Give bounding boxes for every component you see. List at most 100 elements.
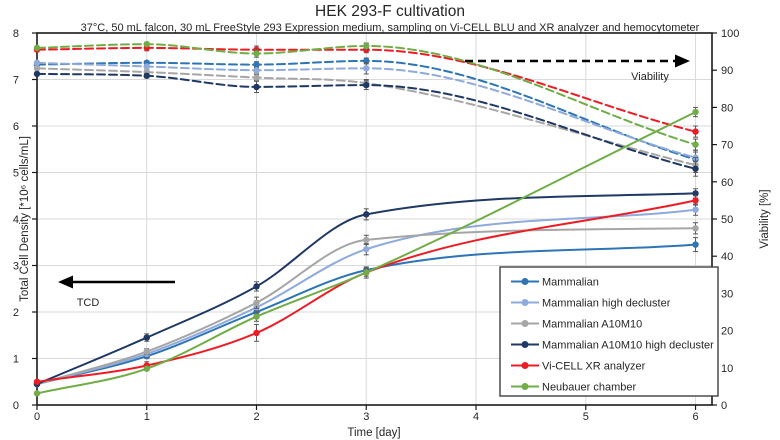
y-right-tick-label: 70 [721, 140, 733, 152]
legend-label-neubauer-chamber: Neubauer chamber [542, 382, 637, 394]
y-right-tick-label: 90 [721, 65, 733, 77]
y-left-tick-label: 6 [13, 121, 19, 133]
y-right-tick-label: 40 [721, 251, 733, 263]
x-axis-label: Time [day] [347, 427, 400, 439]
viability-marker-neubauer-chamber [253, 50, 260, 57]
y-right-tick-label: 10 [721, 363, 733, 375]
x-tick-label: 4 [473, 411, 479, 423]
legend-marker-mammalian-a10m10 [521, 320, 529, 327]
tcd-line-neubauer-chamber [36, 111, 697, 395]
y-right-tick-label: 50 [721, 214, 733, 226]
y-left-tick-label: 5 [13, 168, 19, 180]
x-tick-label: 1 [144, 411, 150, 423]
tcd-marker-neubauer-chamber [253, 313, 260, 320]
legend-label-mammalian-a10m10-high-decluster: Mammalian A10M10 high decluster [542, 340, 714, 352]
legend-label-vi-cell-xr-analyzer: Vi-CELL XR analyzer [542, 361, 646, 373]
legend-marker-neubauer-chamber [521, 383, 529, 390]
y-right-tick-label: 0 [721, 400, 727, 412]
y-right-tick-label: 80 [721, 102, 733, 114]
viability-line-mammalian-a10m10-high-decluster [36, 72, 697, 170]
tcd-marker-mammalian-a10m10-high-decluster [143, 334, 150, 341]
y-left-tick-label: 2 [13, 307, 19, 319]
tcd-line-mammalian-a10m10 [36, 227, 697, 386]
viability-marker-neubauer-chamber [363, 42, 370, 50]
y-left-tick-label: 4 [13, 214, 19, 226]
viability-marker-mammalian-a10m10-high-decluster [363, 81, 370, 89]
y-right-tick-label: 100 [721, 28, 739, 40]
y-left-tick-label: 7 [13, 75, 19, 87]
viability-marker-neubauer-chamber [692, 141, 699, 148]
viability-line-mammalian-high-decluster [36, 61, 697, 159]
x-tick-label: 5 [583, 411, 589, 423]
tcd-marker-vi-cell-xr-analyzer [33, 378, 41, 385]
viability-annotation-label: Viability [631, 71, 669, 83]
tcd-marker-mammalian [692, 241, 699, 248]
viability-line-mammalian [36, 59, 697, 161]
y-right-tick-label: 30 [721, 288, 733, 300]
tcd-arrow-head [58, 275, 73, 289]
x-tick-label: 6 [692, 411, 698, 423]
tcd-marker-vi-cell-xr-analyzer [692, 197, 699, 204]
legend-marker-mammalian-a10m10-high-decluster [521, 341, 529, 348]
plot-area: 0 1 2 3 4 5 60123456780102030405060708090100TC… [13, 28, 739, 423]
tcd-marker-vi-cell-xr-analyzer [253, 329, 260, 337]
tcd-marker-neubauer-chamber [363, 269, 370, 276]
viability-marker-mammalian-high-decluster [143, 63, 150, 70]
x-tick-label: 2 [253, 411, 259, 423]
viability-line-mammalian-a10m10 [36, 67, 697, 167]
viability-marker-mammalian-a10m10 [253, 74, 260, 81]
tcd-marker-mammalian-high-decluster [363, 246, 370, 253]
tcd-line-vi-cell-xr-analyzer [36, 199, 697, 383]
tcd-annotation-label: TCD [77, 297, 100, 309]
tcd-line-mammalian [36, 243, 697, 386]
legend-marker-mammalian [521, 278, 529, 285]
y-left-tick-label: 3 [13, 261, 19, 273]
tcd-marker-neubauer-chamber [33, 390, 41, 397]
tcd-marker-mammalian-a10m10 [363, 236, 370, 244]
tcd-marker-mammalian-high-decluster [692, 206, 699, 213]
legend-label-mammalian-high-decluster: Mammalian high decluster [542, 298, 671, 310]
legend-box [499, 266, 719, 397]
tcd-line-mammalian-a10m10-high-decluster [36, 192, 697, 386]
viability-marker-mammalian-high-decluster [363, 65, 370, 72]
viability-line-vi-cell-xr-analyzer [36, 46, 697, 133]
viability-marker-mammalian-a10m10-high-decluster [692, 165, 699, 172]
tcd-marker-mammalian-a10m10-high-decluster [253, 283, 260, 290]
viability-marker-mammalian-a10m10-high-decluster [143, 72, 150, 79]
viability-marker-mammalian-a10m10-high-decluster [33, 70, 41, 78]
viability-marker-mammalian-high-decluster [33, 59, 41, 66]
legend-label-mammalian-a10m10: Mammalian A10M10 [542, 319, 642, 331]
legend-marker-vi-cell-xr-analyzer [521, 362, 529, 369]
viability-marker-mammalian-a10m10 [33, 65, 41, 72]
y-left-tick-label: 1 [13, 354, 19, 366]
tcd-line-mammalian-high-decluster [36, 208, 697, 386]
tcd-marker-mammalian-a10m10-high-decluster [692, 190, 699, 197]
y-right-tick-label: 20 [721, 326, 733, 338]
viability-marker-vi-cell-xr-analyzer [692, 128, 699, 135]
x-tick-label: 0 [34, 411, 40, 423]
viability-marker-neubauer-chamber [143, 40, 150, 48]
viability-marker-mammalian-a10m10-high-decluster [253, 83, 260, 91]
tcd-marker-mammalian-a10m10-high-decluster [363, 211, 370, 218]
tcd-marker-mammalian-a10m10 [253, 299, 260, 306]
tcd-marker-mammalian-a10m10 [692, 225, 699, 232]
chart-title: HEK 293-F cultivation [315, 3, 465, 20]
viability-marker-mammalian-high-decluster [253, 67, 260, 74]
tcd-marker-mammalian-a10m10 [143, 348, 150, 355]
x-tick-label: 3 [363, 411, 369, 423]
y-left-tick-label: 8 [13, 28, 19, 40]
y-right-tick-label: 60 [721, 177, 733, 189]
legend-marker-mammalian-high-decluster [521, 299, 529, 306]
chart-subtitle: 37°C, 50 mL falcon, 30 mL FreeStyle 293 … [81, 22, 700, 34]
tcd-marker-neubauer-chamber [692, 108, 699, 116]
tcd-marker-neubauer-chamber [143, 365, 150, 372]
viability-arrow-head [675, 54, 690, 68]
viability-marker-mammalian [253, 61, 260, 68]
y-axis-label-right: Viability [%] [759, 189, 771, 248]
legend-label-mammalian: Mammalian [542, 277, 599, 289]
y-axis-label-left: Total Cell Density [*10⁶ cells/mL] [19, 136, 31, 302]
y-left-tick-label: 0 [13, 400, 19, 412]
viability-line-neubauer-chamber [36, 43, 697, 146]
